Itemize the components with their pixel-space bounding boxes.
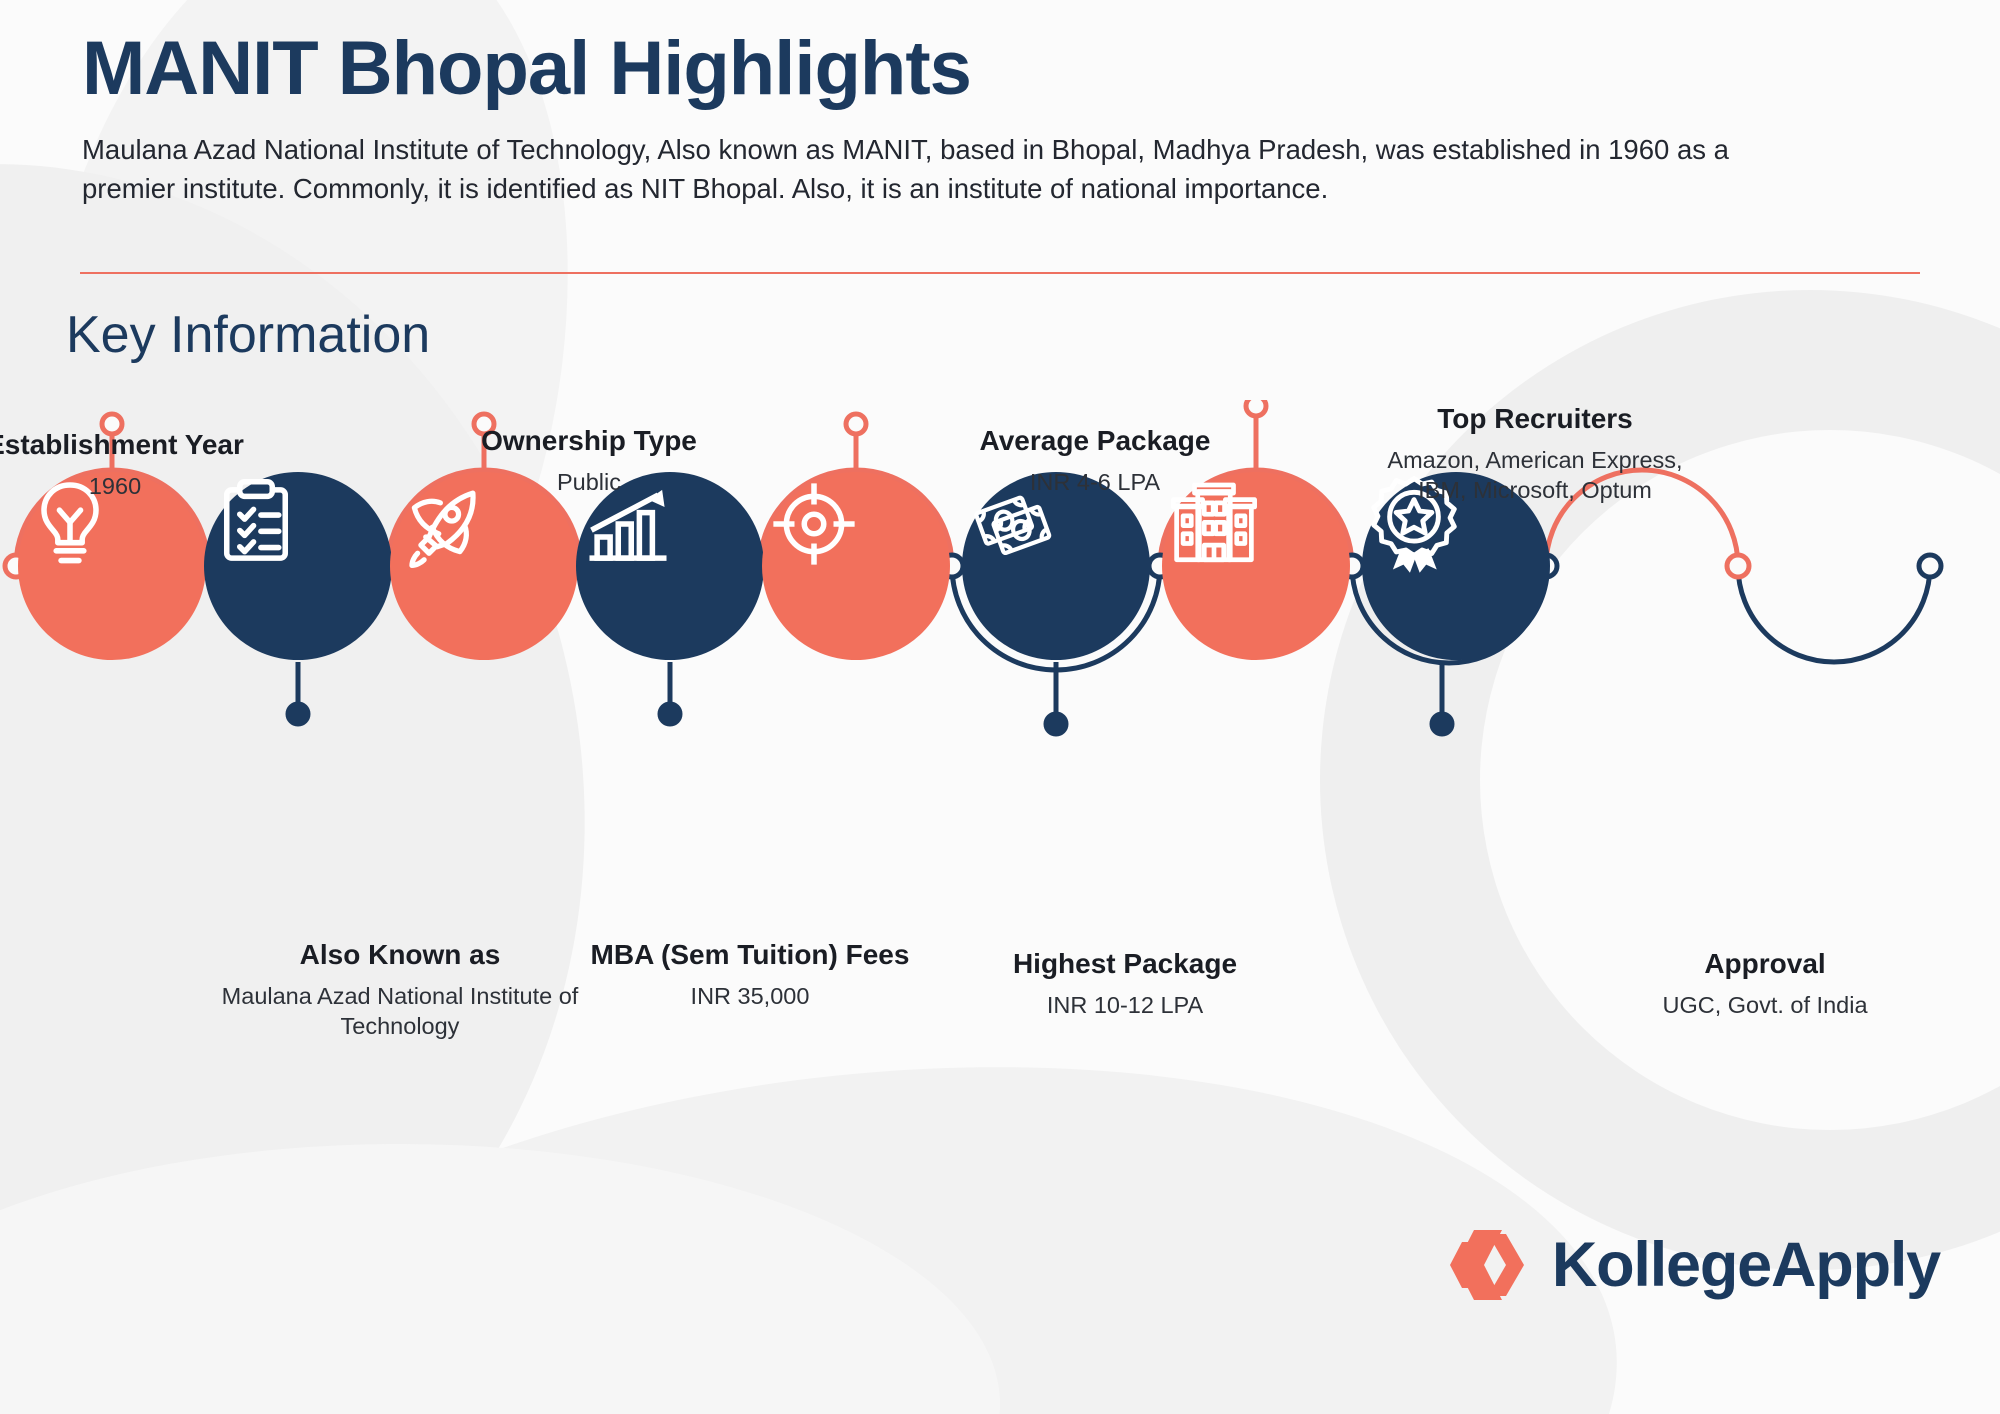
arc-coral-3 <box>757 467 955 567</box>
background-blob-bottom-left <box>0 1144 1000 1414</box>
target-icon <box>773 483 855 565</box>
label-value: INR 10-12 LPA <box>1046 991 1204 1018</box>
banknotes-icon <box>974 495 1052 556</box>
node-mba-fees[interactable] <box>576 472 764 660</box>
stem-dot-top-3 <box>843 411 869 437</box>
label-title: Top Recruiters <box>1437 403 1633 434</box>
label-highest-package: Highest Package INR 10-12 LPA <box>860 947 1390 1020</box>
arc-navy-5 <box>1735 565 1933 665</box>
label-value: INR 4-6 LPA <box>1029 468 1161 495</box>
stem-dot-bottom-4 <box>1429 711 1455 737</box>
header-divider <box>80 272 1920 274</box>
label-top-recruiters: Top Recruiters Amazon, American Express,… <box>1380 402 1690 505</box>
node-ownership-type[interactable] <box>390 472 578 660</box>
label-value: UGC, Govt. of India <box>1662 991 1868 1018</box>
building-icon <box>1171 482 1257 563</box>
label-establishment-year: Establishment Year 1960 <box>0 428 310 501</box>
double-chevron-icon <box>1449 1230 1524 1300</box>
label-value: 1960 <box>88 472 142 499</box>
page-subtitle: Maulana Azad National Institute of Techn… <box>82 134 1729 205</box>
label-value: Amazon, American Express, IBM, Microsoft… <box>1387 446 1683 503</box>
connector-dot-10 <box>1916 552 1944 580</box>
label-title: Ownership Type <box>481 425 697 456</box>
label-title: Approval <box>1704 948 1826 979</box>
node-highest-package[interactable] <box>962 472 1150 660</box>
connector-dot-9 <box>1724 552 1752 580</box>
label-title: Highest Package <box>1012 948 1238 979</box>
stem-dot-bottom-3 <box>1043 711 1069 737</box>
stem-dot-bottom-1 <box>285 701 311 727</box>
label-average-package: Average Package INR 4-6 LPA <box>900 424 1290 497</box>
label-ownership-type: Ownership Type Public <box>394 424 784 497</box>
stem-dot-top-4 <box>1243 400 1269 419</box>
label-approval: Approval UGC, Govt. of India <box>1565 947 1965 1020</box>
brand-logo[interactable]: KollegeApply <box>1444 1228 1941 1302</box>
section-title: Key Information <box>66 306 431 364</box>
label-title: Establishment Year <box>0 429 244 460</box>
node-average-package[interactable] <box>762 472 950 660</box>
stem-dot-bottom-2 <box>657 701 683 727</box>
brand-name: KollegeApply <box>1551 1229 1941 1300</box>
label-title: Average Package <box>979 425 1211 456</box>
label-value: Public <box>556 468 621 495</box>
page-title: MANIT Bhopal Highlights <box>82 26 972 111</box>
header: MANIT Bhopal Highlights Maulana Azad Nat… <box>82 26 1882 209</box>
node-top-recruiters[interactable] <box>1162 472 1350 660</box>
